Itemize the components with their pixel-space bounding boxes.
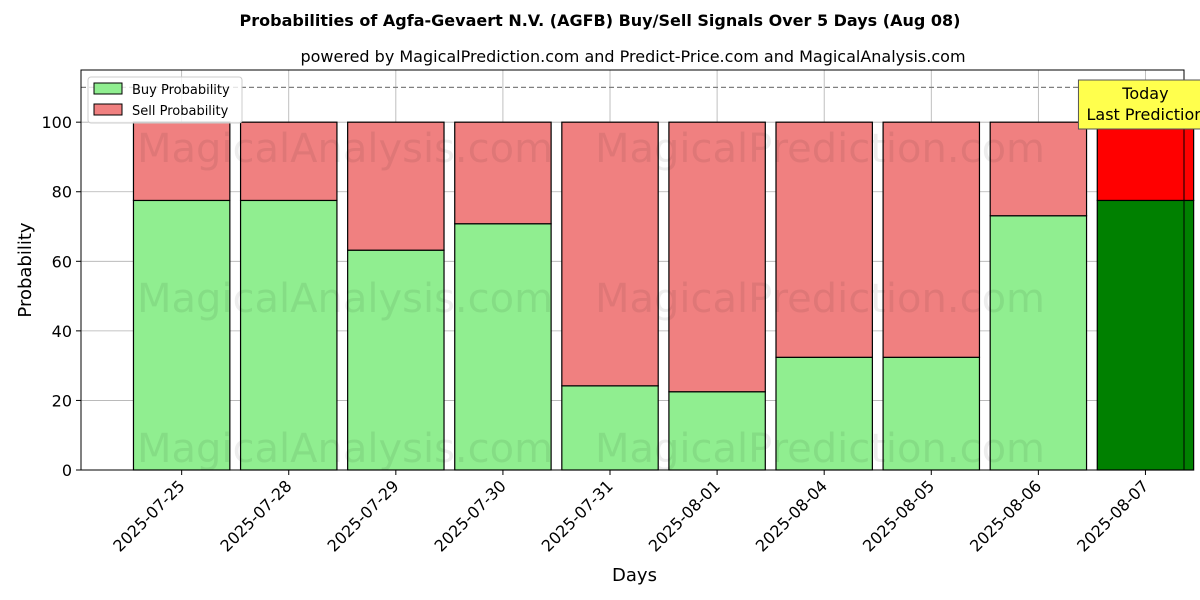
plot-frame: [80, 69, 1185, 471]
watermark-text: MagicalPrediction.com: [595, 276, 1045, 322]
watermark-text: MagicalPrediction.com: [595, 426, 1045, 472]
x-tick-label: 2025-08-01: [645, 476, 724, 555]
sell-bar: [561, 121, 659, 387]
x-tick-label: 2025-07-29: [323, 476, 402, 555]
annotation-box: [1077, 79, 1200, 130]
sell-bar: [132, 121, 231, 202]
watermark-text: MagicalAnalysis.com: [137, 126, 553, 172]
buy-bar: [989, 215, 1088, 471]
watermark-text: MagicalAnalysis.com: [137, 276, 553, 322]
x-tick-label: 2025-07-28: [216, 476, 295, 555]
x-tick-label: 2025-08-06: [966, 476, 1045, 555]
chart-subtitle: powered by MagicalPrediction.com and Pre…: [300, 47, 965, 66]
legend-box: [87, 76, 243, 124]
sell-bar: [882, 121, 981, 358]
x-tick-label: 2025-07-25: [109, 476, 188, 555]
y-tick-label: 100: [41, 113, 72, 132]
annotation-line-2: Last Prediction: [1086, 105, 1200, 124]
buy-bar: [775, 356, 873, 471]
legend-label-buy: Buy Probability: [132, 83, 230, 98]
buy-bar: [882, 356, 981, 471]
y-tick-label: 80: [52, 183, 72, 202]
x-tick-label: 2025-08-07: [1073, 476, 1152, 555]
buy-bar: [561, 385, 659, 471]
watermark-text: MagicalAnalysis.com: [137, 426, 553, 472]
chart-title: Probabilities of Agfa-Gevaert N.V. (AGFB…: [240, 11, 961, 30]
sell-bar: [775, 121, 873, 358]
sell-bar: [239, 121, 338, 202]
x-tick-label: 2025-08-05: [859, 476, 938, 555]
buy-bar: [668, 391, 766, 471]
sell-bar: [454, 121, 552, 225]
sell-bar: [989, 121, 1088, 217]
legend-label-sell: Sell Probability: [132, 104, 229, 119]
buy-bar: [347, 249, 445, 471]
buy-bar: [454, 223, 552, 471]
buy-bar: [132, 199, 231, 471]
sell-bar: [1096, 121, 1195, 202]
buy-bar: [1096, 199, 1195, 471]
y-tick-label: 0: [62, 461, 72, 480]
y-tick-label: 20: [52, 391, 72, 410]
x-tick-label: 2025-07-30: [431, 476, 510, 555]
sell-bar: [347, 121, 445, 251]
legend-swatch-sell: [93, 103, 123, 116]
x-tick-label: 2025-08-04: [752, 476, 831, 555]
y-tick-label: 60: [52, 252, 72, 271]
legend-swatch-buy: [93, 82, 123, 95]
sell-bar: [668, 121, 766, 393]
annotation-line-1: Today: [1121, 84, 1168, 103]
watermark-text: MagicalPrediction.com: [595, 126, 1045, 172]
y-tick-label: 40: [52, 322, 72, 341]
x-axis-label: Days: [612, 565, 657, 586]
x-tick-label: 2025-07-31: [538, 476, 617, 555]
y-axis-label: Probability: [15, 222, 36, 317]
